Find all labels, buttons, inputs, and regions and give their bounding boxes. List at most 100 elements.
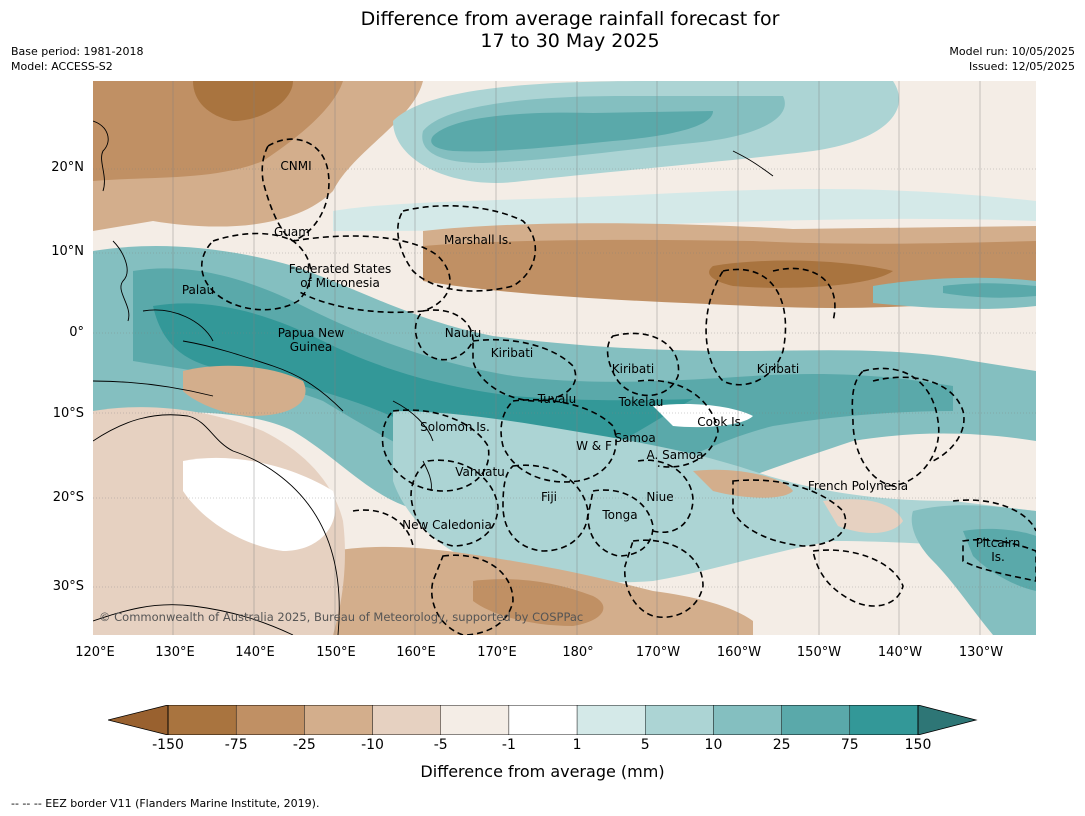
region-label-cnmi: CNMI [280,159,312,173]
colorbar-tick-label: -5 [433,737,448,753]
map-title: Difference from average rainfall forecas… [0,8,1085,52]
region-label-kiribati-west: Kiribati [490,346,534,360]
lon-label-130e: 130°E [155,645,195,660]
region-label-new-caledonia: New Caledonia [402,518,492,532]
rainfall-map [93,81,1036,635]
colorbar-segment [713,705,782,735]
lon-label-140e: 140°E [235,645,275,660]
lon-label-170w: 170°W [635,645,681,660]
meta-left: Base period: 1981-2018 Model: ACCESS-S2 [11,44,143,74]
lon-label-150w: 150°W [796,645,842,660]
lon-label-130w: 130°W [958,645,1004,660]
colorbar-tick-label: 25 [772,737,791,753]
title-line-1: Difference from average rainfall forecas… [360,8,780,30]
dry-core-north [93,81,343,181]
lon-label-140w: 140°W [877,645,923,660]
colorbar-segment [849,705,919,735]
colorbar-segment [576,705,646,735]
region-label-guam: Guam [274,225,310,239]
colorbar-tick-label: 75 [840,737,859,753]
colorbar-tick-label: 150 [904,737,932,753]
colorbar-under-triangle [108,705,169,735]
region-label-samoa: Samoa [614,431,656,445]
issued-date: Issued: 12/05/2025 [968,60,1075,73]
colorbar-segment [508,705,578,735]
lon-label-170e: 170°E [477,645,517,660]
lon-label-150e: 150°E [316,645,356,660]
region-label-niue: Niue [646,490,674,504]
colorbar-segment [235,705,305,735]
region-label-pitcairn: Pitcairn Is. [975,536,1021,564]
colorbar-label: Difference from average (mm) [420,762,665,781]
lat-label-0: 0° [69,325,84,340]
map-svg [93,81,1036,635]
colorbar [108,705,978,735]
model-run: Model run: 10/05/2025 [949,45,1075,58]
wet-plume-north-core [431,111,713,152]
copyright-note: © Commonwealth of Australia 2025, Bureau… [99,610,584,624]
colorbar-segment [440,705,510,735]
colorbar-segment [304,705,373,735]
region-label-nauru: Nauru [444,326,482,340]
dry-coral-sea [183,365,306,416]
dry-east-patch [693,469,793,498]
region-label-french-polynesia: French Polynesia [807,479,909,493]
eez-legend-note: -- -- -- EEZ border V11 (Flanders Marine… [11,797,320,810]
region-label-solomon: Solomon Is. [420,420,490,434]
lat-label-20n: 20°N [51,160,84,175]
wet-band-east-core [943,283,1036,298]
colorbar-tick-label: -10 [361,737,384,753]
lat-label-20s: 20°S [52,490,84,505]
colorbar-over-triangle [917,705,978,735]
wet-fringe-north [333,189,1036,231]
colorbar-segments [167,705,919,735]
colorbar-tick-label: -1 [501,737,516,753]
wet-spcz-fringe [393,411,1036,583]
colorbar-tick-label: -75 [224,737,248,753]
region-label-tokelau: Tokelau [618,395,664,409]
neutral-zone-2 [653,404,753,428]
dry-patch-nw [193,81,293,121]
colorbar-tick-label: 10 [704,737,723,753]
colorbar-segment [372,705,441,735]
colorbar-tick-label: 1 [572,737,582,753]
colorbar-segment [781,705,851,735]
dry-itcz-edge [423,223,1036,246]
region-label-cook: Cook Is. [697,415,745,429]
region-label-palau: Palau [181,283,215,297]
dry-south-core [473,579,604,626]
colorbar-tick-label: 5 [640,737,650,753]
region-label-marshall: Marshall Is. [444,233,512,247]
region-label-vanuatu: Vanuatu [455,465,505,479]
graticule [93,81,1036,635]
colorbar-outline [167,705,919,735]
lat-label-10s: 10°S [52,406,84,421]
region-label-wf: W & F [576,439,612,453]
colorbar-segment [645,705,714,735]
neutral-zone-1 [183,457,336,551]
lat-label-30s: 30°S [52,579,84,594]
region-label-fiji: Fiji [540,490,558,504]
region-label-kiribati-central: Kiribati [611,362,655,376]
region-label-tuvalu: Tuvalu [537,392,577,406]
region-label-fsm: Federated States of Micronesia [288,262,392,290]
title-line-2: 17 to 30 May 2025 [480,30,660,52]
region-label-png: Papua New Guinea [277,326,345,354]
colorbar-segment [167,705,237,735]
dry-se-patch [823,499,903,533]
wet-warm-pool-core [133,268,953,498]
lon-label-120e: 120°E [75,645,115,660]
region-label-american-samoa: A. Samoa [646,448,704,462]
model-name: Model: ACCESS-S2 [11,60,113,73]
eez-borders [200,138,1036,635]
lat-label-10n: 10°N [51,244,84,259]
wet-warm-pool-inner [153,303,693,467]
meta-right: Model run: 10/05/2025 Issued: 12/05/2025 [949,44,1075,74]
dry-itcz-core [709,260,893,288]
base-period: Base period: 1981-2018 [11,45,144,58]
colorbar-tick-label: -150 [152,737,184,753]
lon-label-160e: 160°E [396,645,436,660]
lon-label-160w: 160°W [716,645,762,660]
region-label-tonga: Tonga [602,508,638,522]
colorbar-tick-label: -25 [292,737,316,753]
